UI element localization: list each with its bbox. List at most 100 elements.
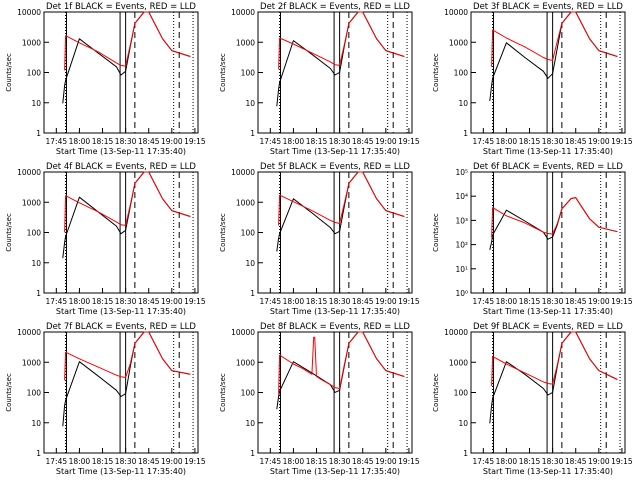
y-tick-label: 1 (250, 289, 255, 298)
x-tick-label: 18:30 (115, 457, 137, 466)
lld-series-line (491, 197, 618, 238)
x-tick-label: 18:00 (69, 137, 91, 146)
x-tick-label: 18:30 (115, 137, 137, 146)
lld-series-line (64, 331, 191, 381)
y-tick-label: 1000 (22, 38, 41, 47)
x-tick-label: 17:45 (260, 297, 282, 306)
x-tick-label: 18:15 (306, 137, 328, 146)
events-series-line (62, 11, 191, 104)
y-tick-label: 1 (36, 289, 41, 298)
panel-title: Det 3f BLACK = Events, RED = LLD (473, 2, 623, 12)
y-axis-label: Counts/sec (219, 53, 227, 92)
x-tick-label: 19:15 (398, 457, 420, 466)
lld-series-line (64, 171, 191, 233)
x-axis-label: Start Time (13-Sep-11 17:35:40) (270, 147, 400, 156)
y-axis-label: Counts/sec (219, 373, 227, 412)
y-tick-label: 100 (27, 389, 42, 398)
panel-title: Det 2f BLACK = Events, RED = LLD (260, 2, 410, 12)
x-tick-label: 18:15 (92, 137, 114, 146)
y-tick-label: 10³ (455, 216, 468, 225)
y-axis-label: Counts/sec (5, 373, 13, 412)
x-tick-label: 18:15 (519, 137, 541, 146)
x-tick-label: 17:45 (46, 457, 68, 466)
detector-panel: Det 5f BLACK = Events, RED = LLD 1 10 100 10… (219, 162, 420, 316)
lld-series-line (491, 331, 618, 387)
x-tick-label: 19:00 (375, 297, 397, 306)
y-tick-label: 1 (250, 449, 255, 458)
y-tick-label: 100 (27, 69, 42, 78)
x-tick-label: 18:45 (352, 137, 374, 146)
x-tick-label: 18:00 (496, 137, 518, 146)
plot-frame (470, 171, 626, 294)
detector-panel: Det 1f BLACK = Events, RED = LLD 1 10 100 10… (5, 2, 206, 156)
panel-title: Det 6f BLACK = Events, RED = LLD (473, 162, 623, 172)
x-tick-label: 18:30 (542, 297, 564, 306)
x-tick-label: 18:15 (306, 457, 328, 466)
panel-title: Det 1f BLACK = Events, RED = LLD (46, 2, 196, 12)
y-tick-label: 1000 (236, 198, 255, 207)
y-tick-label: 100 (27, 229, 42, 238)
x-tick-label: 19:00 (161, 297, 183, 306)
x-tick-label: 19:15 (611, 137, 633, 146)
x-tick-label: 19:15 (184, 457, 206, 466)
x-tick-label: 18:30 (329, 137, 351, 146)
y-tick-label: 10000 (231, 8, 255, 17)
y-tick-label: 1000 (22, 358, 41, 367)
x-tick-label: 18:00 (496, 457, 518, 466)
x-tick-label: 17:45 (473, 457, 495, 466)
x-axis-label: Start Time (13-Sep-11 17:35:40) (56, 467, 186, 476)
y-tick-label: 10000 (231, 328, 255, 337)
y-tick-label: 100 (241, 229, 256, 238)
x-axis-label: Start Time (13-Sep-11 17:35:40) (483, 467, 613, 476)
events-series-line (62, 331, 191, 427)
plot-frame (43, 331, 199, 454)
y-tick-label: 10 (31, 259, 41, 268)
y-tick-label: 10000 (17, 328, 41, 337)
y-axis-label: Counts/sec (5, 213, 13, 252)
y-tick-label: 10000 (17, 168, 41, 177)
x-tick-label: 18:30 (329, 457, 351, 466)
y-tick-label: 1000 (236, 358, 255, 367)
x-tick-label: 19:00 (375, 457, 397, 466)
x-tick-label: 19:00 (588, 137, 610, 146)
panel-title: Det 4f BLACK = Events, RED = LLD (46, 162, 196, 172)
x-tick-label: 17:45 (473, 297, 495, 306)
y-tick-label: 100 (454, 69, 469, 78)
y-tick-label: 10 (245, 419, 255, 428)
x-tick-label: 19:00 (588, 297, 610, 306)
x-tick-label: 18:45 (565, 297, 587, 306)
events-series-line (489, 197, 618, 251)
y-tick-label: 1000 (449, 38, 468, 47)
y-tick-label: 10¹ (455, 265, 468, 274)
y-axis-label: Counts/sec (219, 213, 227, 252)
y-tick-label: 10 (245, 99, 255, 108)
x-axis-label: Start Time (13-Sep-11 17:35:40) (483, 307, 613, 316)
x-tick-label: 18:00 (283, 297, 305, 306)
detector-panel: Det 2f BLACK = Events, RED = LLD 1 10 100 10… (219, 2, 420, 156)
y-tick-label: 10 (245, 259, 255, 268)
y-tick-label: 10 (458, 99, 468, 108)
x-tick-label: 19:15 (398, 297, 420, 306)
x-tick-label: 18:00 (283, 457, 305, 466)
x-tick-label: 18:45 (138, 457, 160, 466)
x-tick-label: 18:30 (542, 137, 564, 146)
detector-panel: Det 8f BLACK = Events, RED = LLD 1 10 100 10… (219, 322, 420, 476)
events-series-line (489, 331, 618, 424)
plot-frame (470, 331, 626, 454)
y-tick-label: 10⁰ (455, 289, 468, 298)
x-tick-label: 17:45 (46, 137, 68, 146)
x-tick-label: 18:15 (519, 297, 541, 306)
y-tick-label: 10² (455, 241, 468, 250)
x-tick-label: 19:15 (611, 457, 633, 466)
x-tick-label: 19:15 (398, 137, 420, 146)
y-tick-label: 1 (463, 129, 468, 138)
x-tick-label: 18:30 (329, 297, 351, 306)
panel-title: Det 5f BLACK = Events, RED = LLD (260, 162, 410, 172)
y-tick-label: 1 (250, 129, 255, 138)
x-tick-label: 19:00 (161, 137, 183, 146)
x-tick-label: 18:00 (496, 297, 518, 306)
panel-title: Det 7f BLACK = Events, RED = LLD (46, 322, 196, 332)
x-axis-label: Start Time (13-Sep-11 17:35:40) (483, 147, 613, 156)
y-tick-label: 10000 (17, 8, 41, 17)
